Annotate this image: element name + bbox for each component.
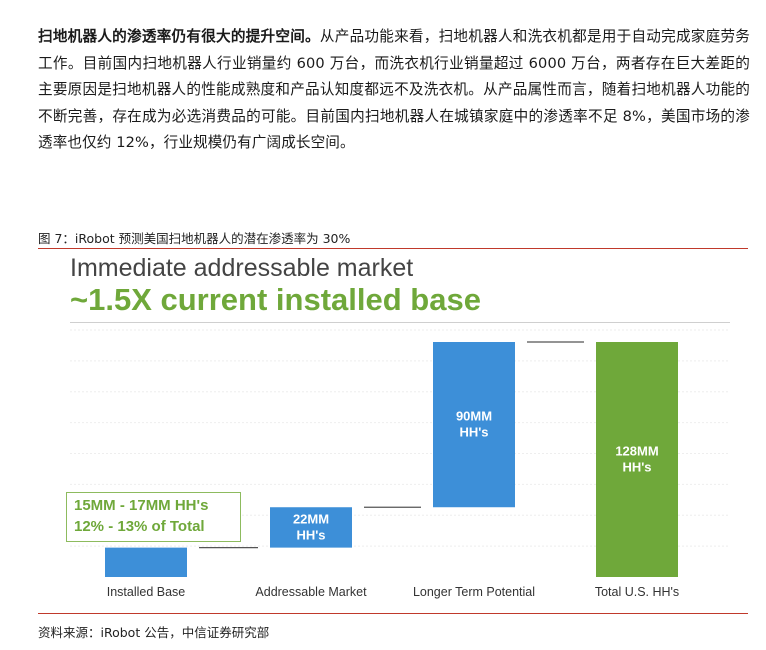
- bar-data-label: 22MM HH's: [293, 511, 329, 542]
- x-tick-label: Installed Base: [107, 585, 186, 599]
- caption-divider: [38, 248, 748, 249]
- paragraph-lead: 扫地机器人的渗透率仍有很大的提升空间。: [38, 28, 320, 45]
- intro-paragraph: 扫地机器人的渗透率仍有很大的提升空间。从产品功能来看，扫地机器人和洗衣机都是用于…: [38, 24, 750, 157]
- figure-caption: 图 7：iRobot 预测美国扫地机器人的潜在渗透率为 30%: [38, 231, 351, 246]
- x-tick-label: Addressable Market: [255, 585, 367, 599]
- chart-title-divider: [70, 322, 730, 323]
- source-divider: [38, 613, 748, 614]
- bar-data-label: 128MM HH's: [615, 444, 658, 475]
- annotation-line1: 15MM - 17MM HH's: [74, 497, 209, 514]
- bar-total-u-s-hh-s: [596, 342, 678, 577]
- bar-addressable-market: [270, 507, 352, 548]
- installed-base-annotation: 15MM - 17MM HH's 12% - 13% of Total: [66, 492, 241, 542]
- chart-title: Immediate addressable market: [70, 254, 414, 282]
- x-tick-label: Longer Term Potential: [413, 585, 535, 599]
- bar-longer-term-potential: [433, 342, 515, 508]
- source-note: 资料来源：iRobot 公告，中信证券研究部: [38, 625, 270, 640]
- annotation-line2: 12% - 13% of Total: [74, 518, 205, 535]
- paragraph-body: 从产品功能来看，扫地机器人和洗衣机都是用于自动完成家庭劳务工作。目前国内扫地机器…: [38, 28, 750, 151]
- x-tick-label: Total U.S. HH's: [595, 585, 679, 599]
- bar-installed-base: [105, 547, 187, 577]
- bar-data-label: 90MM HH's: [456, 409, 492, 440]
- chart-subtitle: ~1.5X current installed base: [70, 282, 481, 317]
